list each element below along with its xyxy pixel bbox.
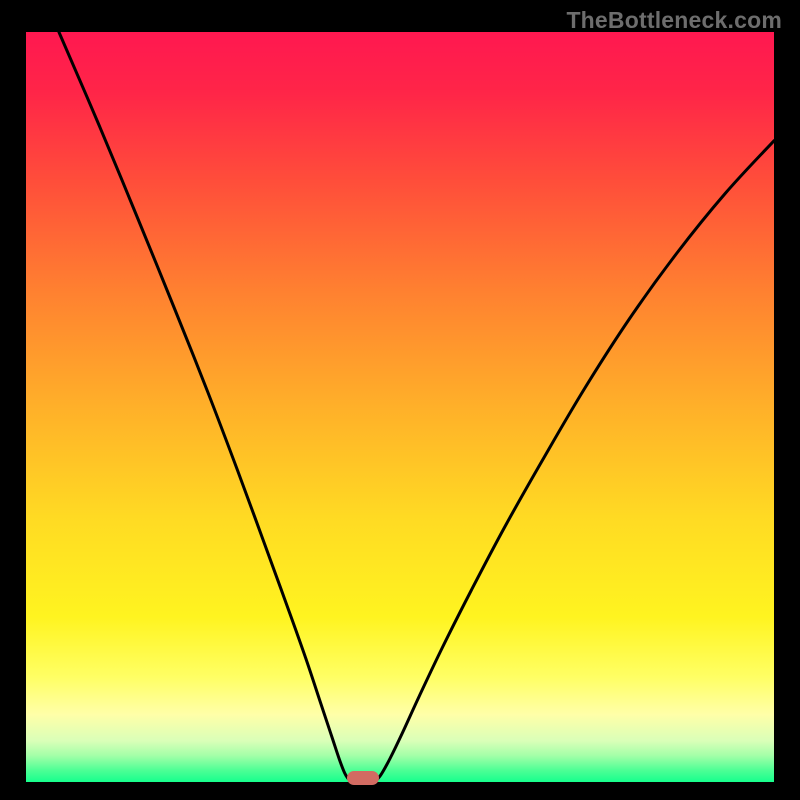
watermark-label: TheBottleneck.com <box>566 7 782 34</box>
optimum-marker <box>347 771 379 785</box>
plot-area <box>26 32 774 782</box>
right-curve <box>378 141 774 779</box>
chart-root: TheBottleneck.com <box>0 0 800 800</box>
bottleneck-curves <box>26 32 774 782</box>
left-curve <box>59 32 348 779</box>
